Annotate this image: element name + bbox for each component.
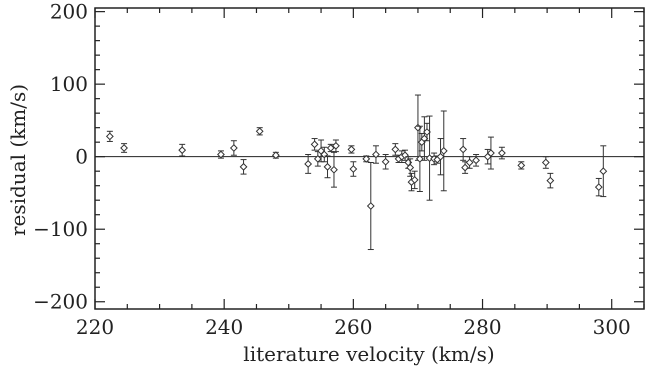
diamond-marker [349,165,358,173]
y-tick-label: 200 [50,0,88,24]
y-tick-label: 100 [50,72,88,96]
diamond-marker [362,154,371,163]
data-point [465,156,474,169]
diamond-marker [326,144,335,152]
x-tick-label: 220 [76,315,114,339]
data-point [439,110,448,192]
diamond-marker [178,146,187,155]
x-tick-label: 240 [205,315,243,339]
data-point [304,154,313,174]
diamond-marker [313,154,322,163]
diamond-marker [541,158,550,167]
data-point [310,138,319,151]
data-point [255,127,264,136]
diamond-marker [459,145,468,154]
data-point [381,154,390,170]
data-point [349,161,358,177]
diamond-marker [410,175,419,184]
data-point [372,145,380,164]
diamond-marker [436,152,445,161]
diamond-marker [332,141,340,150]
plot-area: 220 240 260 280 300 −200 −100 0 100 200 [33,0,645,339]
diamond-marker [465,158,474,167]
y-tick-label: −100 [33,217,88,241]
data-point [410,170,419,190]
x-tick-label: 300 [593,315,631,339]
data-point [401,149,409,161]
data-point [120,143,128,153]
diamond-marker [517,161,526,170]
x-axis-label: literature velocity (km/s) [243,342,494,366]
diamond-marker [229,144,238,152]
diamond-marker [105,132,114,141]
data-point [239,159,248,175]
diamond-marker [366,202,375,210]
diamond-marker [497,149,506,157]
diamond-marker [439,146,448,155]
diamond-marker [304,160,313,168]
diamond-marker [120,144,128,152]
data-point [313,151,322,167]
data-point [330,151,338,188]
diamond-marker [217,150,225,159]
data-point [332,139,340,153]
diamond-marker [255,127,264,136]
data-point [229,140,238,156]
y-tick-label: 0 [75,145,88,169]
data-point [105,130,114,142]
data-point [323,155,332,179]
diamond-marker [487,149,495,157]
diamond-marker [594,183,603,192]
x-tick-label: 260 [334,315,372,339]
data-point [497,146,506,160]
data-point [362,154,371,163]
data-point [366,161,375,251]
diamond-marker [599,167,608,176]
diamond-marker [372,150,380,159]
data-point [546,172,555,189]
diamond-marker [330,165,338,174]
data-point [391,143,400,156]
data-point [517,161,526,170]
data-point [217,150,225,159]
diamond-marker [323,162,332,171]
diamond-marker [381,157,390,166]
plot-frame [94,7,645,310]
data-marks [105,94,608,251]
diamond-marker [271,151,280,160]
data-point [178,143,187,157]
data-point [425,115,434,201]
data-point [347,145,356,154]
data-point [541,156,550,169]
y-axis-label: residual (km/s) [6,84,30,236]
diamond-marker [406,163,415,172]
diamond-marker [239,162,248,171]
diamond-marker [310,140,319,149]
data-point [594,177,603,197]
data-point [271,151,280,160]
diamond-marker [391,145,400,154]
x-tick-label: 280 [463,315,501,339]
diamond-marker [401,151,409,160]
data-point [326,143,335,153]
data-point [599,145,608,198]
diamond-marker [347,145,356,154]
data-point [459,138,468,161]
data-point [436,138,445,176]
y-tick-label: −200 [33,290,88,314]
diamond-marker [546,176,555,185]
data-point [472,154,480,167]
data-point [487,136,495,170]
diamond-marker [472,156,480,165]
diamond-marker [461,163,469,172]
